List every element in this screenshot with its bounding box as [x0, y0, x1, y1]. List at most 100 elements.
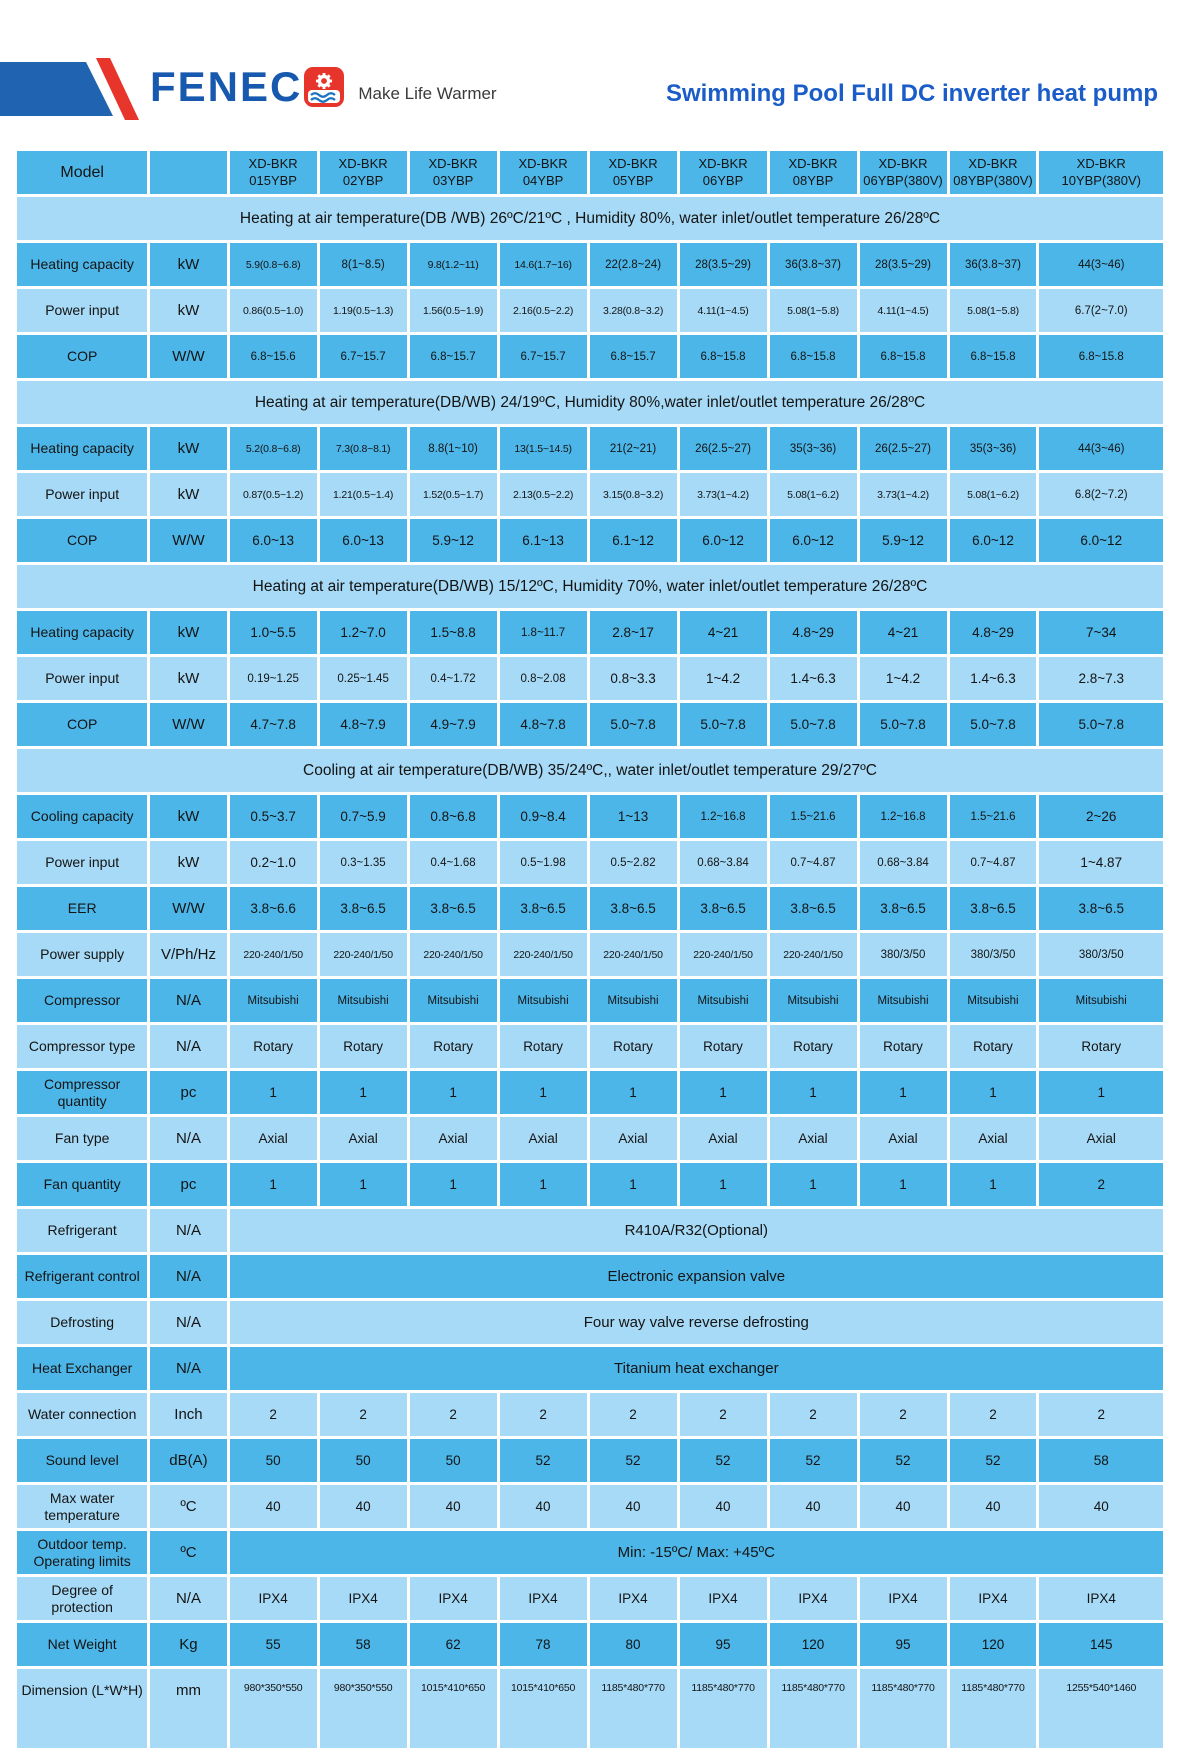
section-row: Heating at air temperature(DB /WB) 26ºC/… — [14, 194, 1166, 243]
spec-value: 980*350*550 — [226, 1666, 320, 1751]
spec-value: 4.9~7.9 — [406, 700, 500, 749]
spec-value: 4~21 — [856, 608, 950, 657]
spec-row: Heating capacity kW 5.9(0.8~6.8) 8(1~8.5) 9.… — [13, 240, 1166, 289]
model-label: Model — [13, 148, 151, 197]
spec-value: 2 — [226, 1390, 320, 1439]
spec-row: Compressor N/A Mitsubishi Mitsubishi Mitsubi… — [13, 976, 1166, 1025]
spec-value: 36(3.8~37) — [946, 240, 1040, 289]
spec-value: Axial — [946, 1114, 1040, 1163]
spec-value: 0.68~3.84 — [676, 838, 770, 887]
spec-value: 2 — [946, 1390, 1040, 1439]
spec-row: Outdoor temp. Operating limits ºC Min: -15… — [13, 1528, 1167, 1577]
row-label: Compressor — [13, 976, 151, 1025]
spec-value: Mitsubishi — [1036, 976, 1166, 1025]
spec-value: Mitsubishi — [406, 976, 500, 1025]
spec-value: 0.7~4.87 — [946, 838, 1040, 887]
spec-value: 78 — [496, 1620, 590, 1669]
spec-value: 3.8~6.5 — [676, 884, 770, 933]
row-label: Refrigerant control — [13, 1252, 151, 1301]
spec-row: Cooling capacity kW 0.5~3.7 0.7~5.9 0.8~6.8 0… — [13, 792, 1166, 841]
spec-value: 6.0~13 — [316, 516, 410, 565]
spec-value: 1185*480*770 — [946, 1666, 1040, 1751]
spec-value: IPX4 — [1036, 1574, 1166, 1623]
row-label: Max water temperature — [13, 1482, 151, 1531]
spec-value: 2 — [856, 1390, 950, 1439]
row-label: COP — [13, 332, 151, 381]
spec-value: 4.11(1~4.5) — [676, 286, 770, 335]
row-label: Outdoor temp. Operating limits — [13, 1528, 151, 1577]
row-unit: W/W — [147, 884, 230, 933]
spec-row: Dimension (L*W*H) mm 980*350*550 980*350*55… — [13, 1666, 1166, 1751]
spec-value: Rotary — [766, 1022, 860, 1071]
spec-value: IPX4 — [226, 1574, 320, 1623]
spec-value: 40 — [406, 1482, 500, 1531]
row-label: Compressor quantity — [13, 1068, 151, 1117]
spec-value: 4~21 — [676, 608, 770, 657]
spec-value: Axial — [586, 1114, 680, 1163]
spec-row: Compressor type N/A Rotary Rotary Rotary Rota… — [13, 1022, 1166, 1071]
spec-value: 95 — [856, 1620, 950, 1669]
spec-value: Rotary — [586, 1022, 680, 1071]
spec-value: 1 — [226, 1068, 320, 1117]
row-span-value: Min: -15ºC/ Max: +45ºC — [226, 1528, 1167, 1577]
spec-value: 40 — [946, 1482, 1040, 1531]
spec-value: 6.8~15.8 — [946, 332, 1040, 381]
spec-value: 3.8~6.5 — [1036, 884, 1166, 933]
brand-gear-wave-icon — [304, 67, 345, 107]
model-name: XD-BKR 015YBP — [226, 148, 320, 197]
spec-value: 1185*480*770 — [766, 1666, 860, 1751]
spec-value: 2 — [676, 1390, 770, 1439]
model-name: XD-BKR 08YBP(380V) — [946, 148, 1040, 197]
row-span-value: Electronic expansion valve — [226, 1252, 1167, 1301]
spec-row: Water connection Inch 2 2 2 2 2 2 2 2 2 2 — [13, 1390, 1166, 1439]
spec-value: Mitsubishi — [226, 976, 320, 1025]
spec-value: 6.1~13 — [496, 516, 590, 565]
spec-value: 1 — [226, 1160, 320, 1209]
spec-value: 5.9~12 — [406, 516, 500, 565]
section-row: Cooling at air temperature(DB/WB) 35/24º… — [14, 746, 1166, 795]
spec-table-body: Model XD-BKR 015YBP XD-BKR 02YBP XD-BKR 03Y… — [13, 148, 1167, 1751]
row-label: Power input — [13, 286, 151, 335]
spec-row: Power supply V/Ph/Hz 220-240/1/50 220-240/1… — [13, 930, 1166, 979]
spec-value: 1 — [586, 1160, 680, 1209]
spec-value: 1 — [766, 1068, 860, 1117]
spec-value: Mitsubishi — [586, 976, 680, 1025]
model-name: XD-BKR 05YBP — [586, 148, 680, 197]
row-unit: kW — [147, 286, 230, 335]
row-label: Refrigerant — [13, 1206, 151, 1255]
spec-value: 5.0~7.8 — [766, 700, 860, 749]
spec-value: 2.8~7.3 — [1036, 654, 1166, 703]
spec-value: 3.8~6.5 — [766, 884, 860, 933]
row-label: COP — [13, 516, 151, 565]
spec-value: 220-240/1/50 — [316, 930, 410, 979]
row-label: Compressor type — [13, 1022, 151, 1071]
row-label: Degree of protection — [13, 1574, 151, 1623]
model-name: XD-BKR 02YBP — [316, 148, 410, 197]
spec-value: 0.19~1.25 — [226, 654, 320, 703]
spec-value: Mitsubishi — [496, 976, 590, 1025]
row-label: Heating capacity — [13, 240, 151, 289]
spec-value: 2 — [766, 1390, 860, 1439]
spec-value: 6.8(2~7.2) — [1036, 470, 1166, 519]
spec-value: 5.9~12 — [856, 516, 950, 565]
spec-value: 5.0~7.8 — [586, 700, 680, 749]
spec-value: Axial — [766, 1114, 860, 1163]
spec-value: 5.0~7.8 — [1036, 700, 1166, 749]
spec-value: 220-240/1/50 — [676, 930, 770, 979]
spec-value: 220-240/1/50 — [496, 930, 590, 979]
spec-value: 50 — [316, 1436, 410, 1485]
spec-value: 5.08(1~6.2) — [766, 470, 860, 519]
spec-value: Axial — [1036, 1114, 1166, 1163]
spec-row: COP W/W 4.7~7.8 4.8~7.9 4.9~7.9 4.8~7.8 5.0~7.… — [13, 700, 1166, 749]
spec-value: 36(3.8~37) — [766, 240, 860, 289]
spec-value: 8.8(1~10) — [406, 424, 500, 473]
row-label: Defrosting — [13, 1298, 151, 1347]
section-header: Cooling at air temperature(DB/WB) 35/24º… — [14, 746, 1166, 795]
spec-value: 1185*480*770 — [676, 1666, 770, 1751]
spec-value: 1.4~6.3 — [946, 654, 1040, 703]
row-unit: N/A — [147, 1252, 230, 1301]
spec-value: Rotary — [856, 1022, 950, 1071]
spec-value: 62 — [406, 1620, 500, 1669]
spec-value: Axial — [856, 1114, 950, 1163]
spec-value: 1 — [1036, 1068, 1166, 1117]
